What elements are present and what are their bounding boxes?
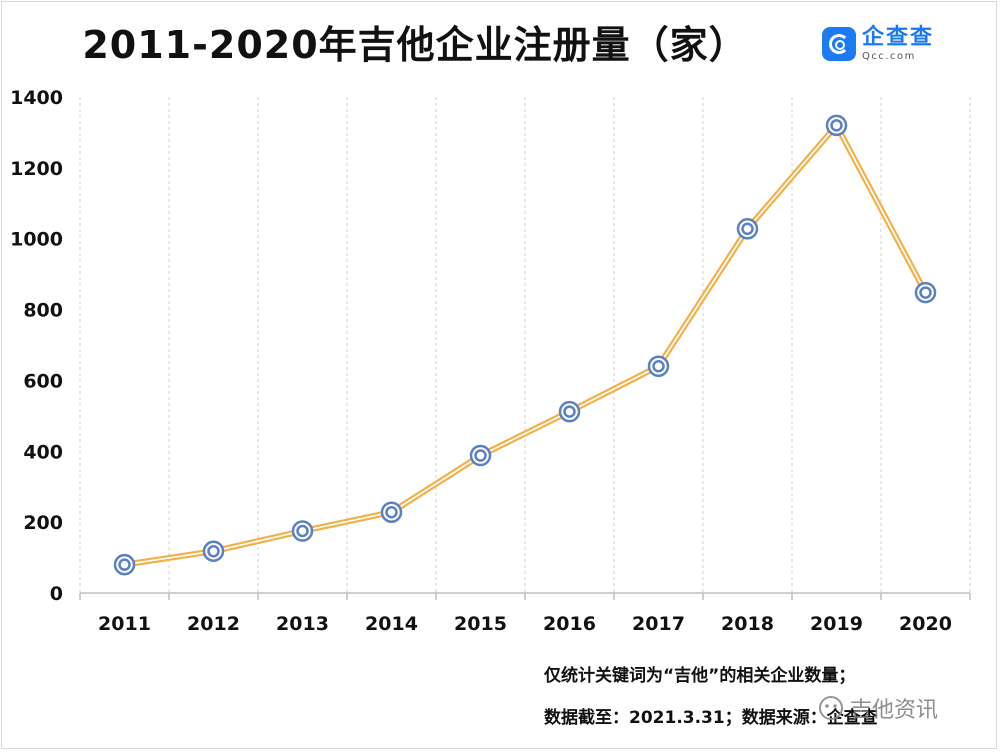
x-tick-label: 2014 [365,613,418,635]
x-tick-label: 2012 [187,613,240,635]
qcc-logo-icon [822,27,856,61]
footnote-source: 数据截至：2021.3.31；数据来源：企查查 [544,708,878,728]
y-tick-label: 1200 [10,158,63,180]
data-point-inner-2019 [830,119,843,132]
wechat-icon [819,696,843,720]
data-point-inner-2012 [207,544,220,558]
y-tick-label: 1000 [10,229,63,251]
y-tick-label: 600 [23,370,63,392]
x-tick-label: 2016 [543,613,596,635]
data-point-inner-2014 [385,505,398,519]
data-point-inner-2013 [296,524,309,538]
y-tick-label: 1400 [10,87,63,109]
chart-title: 2011-2020年吉他企业注册量（家） [82,23,748,67]
y-tick-label: 800 [23,300,63,322]
x-tick-label: 2020 [899,613,952,635]
data-point-inner-2011 [118,558,131,571]
footnote-scope: 仅统计关键词为“吉他”的相关企业数量； [544,666,856,686]
x-tick-label: 2017 [632,613,685,635]
y-tick-label: 200 [23,512,63,534]
series-line-inner [124,124,927,566]
x-tick-label: 2019 [810,613,863,635]
data-point-inner-2018 [741,222,754,236]
data-point-inner-2020 [919,286,932,299]
data-point-inner-2016 [563,405,576,418]
data-point-inner-2015 [474,449,487,462]
x-tick-label: 2015 [454,613,507,635]
x-tick-label: 2018 [721,613,774,635]
data-point-inner-2017 [652,360,665,373]
y-tick-label: 400 [23,441,63,463]
watermark-text: 吉他资讯 [850,698,939,723]
logo-name: 企查查 [862,24,935,50]
qcc-logo: 企查查 Qcc.com [822,22,934,66]
wechat-watermark: 吉他资讯 [818,692,938,724]
y-tick-label: 0 [50,583,63,605]
logo-domain: Qcc.com [862,50,916,62]
x-tick-label: 2013 [276,613,329,635]
x-tick-label: 2011 [98,613,151,635]
